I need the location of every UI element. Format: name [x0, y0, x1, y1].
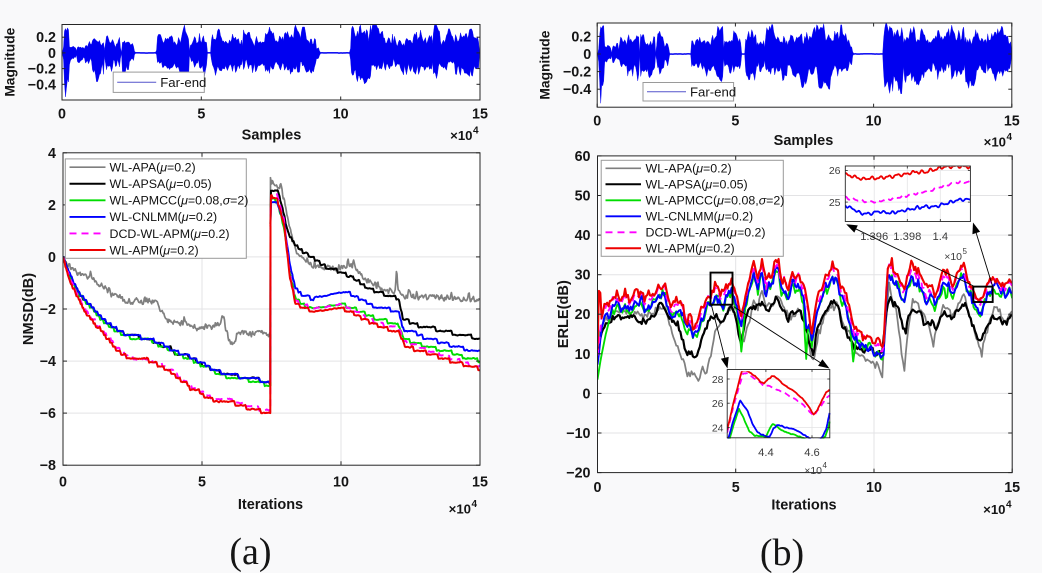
svg-text:DCD-WL-APM(μ=0.2): DCD-WL-APM(μ=0.2) — [110, 227, 230, 241]
svg-text:Magnitude: Magnitude — [3, 27, 18, 96]
svg-text:−20: −20 — [566, 466, 590, 482]
svg-text:Magnitude: Magnitude — [538, 30, 553, 99]
svg-text:×10: ×10 — [449, 502, 471, 517]
svg-text:−8: −8 — [40, 458, 56, 474]
svg-text:10: 10 — [333, 475, 349, 491]
svg-text:WL-APM(μ=0.2): WL-APM(μ=0.2) — [646, 242, 735, 256]
svg-text:WL-APSA(μ=0.05): WL-APSA(μ=0.05) — [646, 178, 748, 192]
svg-text:×10: ×10 — [984, 135, 1006, 150]
svg-text:1.4: 1.4 — [933, 231, 949, 243]
svg-text:4: 4 — [472, 499, 478, 510]
svg-text:0: 0 — [59, 475, 67, 491]
svg-text:×10: ×10 — [804, 465, 822, 477]
svg-text:−10: −10 — [566, 426, 590, 442]
svg-text:WL-APA(μ=0.2): WL-APA(μ=0.2) — [646, 162, 732, 176]
svg-text:60: 60 — [575, 149, 591, 165]
svg-text:−2: −2 — [40, 302, 56, 318]
svg-text:×10: ×10 — [983, 502, 1005, 517]
svg-text:Samples: Samples — [242, 128, 302, 144]
svg-text:26: 26 — [829, 165, 841, 177]
svg-text:15: 15 — [1004, 480, 1020, 496]
svg-text:10: 10 — [575, 347, 591, 363]
svg-text:Far-end: Far-end — [160, 75, 206, 90]
svg-text:Far-end: Far-end — [690, 84, 736, 99]
svg-text:WL-APA(μ=0.2): WL-APA(μ=0.2) — [110, 161, 196, 175]
svg-text:4.6: 4.6 — [804, 447, 820, 459]
svg-text:15: 15 — [1004, 114, 1020, 130]
svg-text:WL-CNLMM(μ=0.2): WL-CNLMM(μ=0.2) — [110, 210, 218, 224]
svg-text:0: 0 — [583, 386, 591, 402]
svg-text:(b): (b) — [760, 532, 804, 573]
svg-text:Samples: Samples — [774, 133, 834, 149]
svg-text:WL-APMCC(μ=0.08,σ=2): WL-APMCC(μ=0.08,σ=2) — [646, 194, 785, 208]
svg-text:WL-CNLMM(μ=0.2): WL-CNLMM(μ=0.2) — [646, 210, 754, 224]
svg-text:0: 0 — [48, 46, 56, 62]
svg-text:24: 24 — [712, 422, 724, 434]
svg-text:5: 5 — [198, 475, 206, 491]
svg-text:0: 0 — [593, 114, 601, 130]
svg-text:4: 4 — [1007, 132, 1013, 143]
svg-text:Iterations: Iterations — [771, 498, 836, 514]
svg-text:15: 15 — [472, 475, 488, 491]
svg-text:40: 40 — [575, 228, 591, 244]
svg-text:5: 5 — [963, 247, 968, 256]
svg-text:4: 4 — [823, 461, 828, 470]
svg-text:5: 5 — [732, 480, 740, 496]
svg-text:1.398: 1.398 — [893, 231, 921, 243]
svg-text:0: 0 — [594, 480, 602, 496]
svg-text:WL-APSA(μ=0.05): WL-APSA(μ=0.05) — [110, 177, 212, 191]
svg-text:2: 2 — [48, 198, 56, 214]
svg-text:×10: ×10 — [944, 251, 962, 263]
svg-text:10: 10 — [866, 114, 882, 130]
svg-text:−6: −6 — [40, 406, 56, 422]
svg-text:−0.4: −0.4 — [563, 82, 591, 98]
svg-text:10: 10 — [866, 480, 882, 496]
svg-text:5: 5 — [197, 107, 205, 123]
svg-text:4: 4 — [1006, 500, 1012, 511]
svg-text:WL-APM(μ=0.2): WL-APM(μ=0.2) — [110, 243, 199, 257]
svg-text:0: 0 — [583, 47, 591, 63]
svg-text:0: 0 — [48, 250, 56, 266]
svg-text:26: 26 — [712, 398, 724, 410]
svg-text:25: 25 — [829, 197, 841, 209]
svg-text:4: 4 — [473, 126, 479, 137]
svg-text:0.2: 0.2 — [36, 30, 56, 46]
svg-text:(a): (a) — [229, 531, 271, 573]
svg-text:5: 5 — [731, 114, 739, 130]
svg-text:50: 50 — [575, 189, 591, 205]
svg-text:−0.2: −0.2 — [28, 62, 56, 78]
svg-text:10: 10 — [333, 107, 349, 123]
svg-text:DCD-WL-APM(μ=0.2): DCD-WL-APM(μ=0.2) — [646, 226, 766, 240]
svg-text:28: 28 — [712, 374, 724, 386]
svg-text:4: 4 — [48, 146, 56, 162]
svg-text:30: 30 — [575, 268, 591, 284]
svg-text:0: 0 — [58, 107, 66, 123]
svg-text:15: 15 — [472, 107, 488, 123]
svg-text:1.396: 1.396 — [860, 231, 888, 243]
svg-text:−0.2: −0.2 — [563, 65, 591, 81]
svg-text:0.2: 0.2 — [571, 29, 591, 45]
svg-text:−4: −4 — [40, 354, 56, 370]
svg-text:Iterations: Iterations — [238, 497, 303, 513]
svg-text:×10: ×10 — [450, 128, 472, 143]
svg-text:−0.4: −0.4 — [28, 77, 56, 93]
svg-text:ERLE(dB): ERLE(dB) — [556, 280, 572, 348]
svg-text:NMSD(dB): NMSD(dB) — [21, 273, 37, 345]
svg-text:4.4: 4.4 — [758, 447, 774, 459]
svg-text:20: 20 — [575, 307, 591, 323]
svg-text:WL-APMCC(μ=0.08,σ=2): WL-APMCC(μ=0.08,σ=2) — [110, 194, 249, 208]
